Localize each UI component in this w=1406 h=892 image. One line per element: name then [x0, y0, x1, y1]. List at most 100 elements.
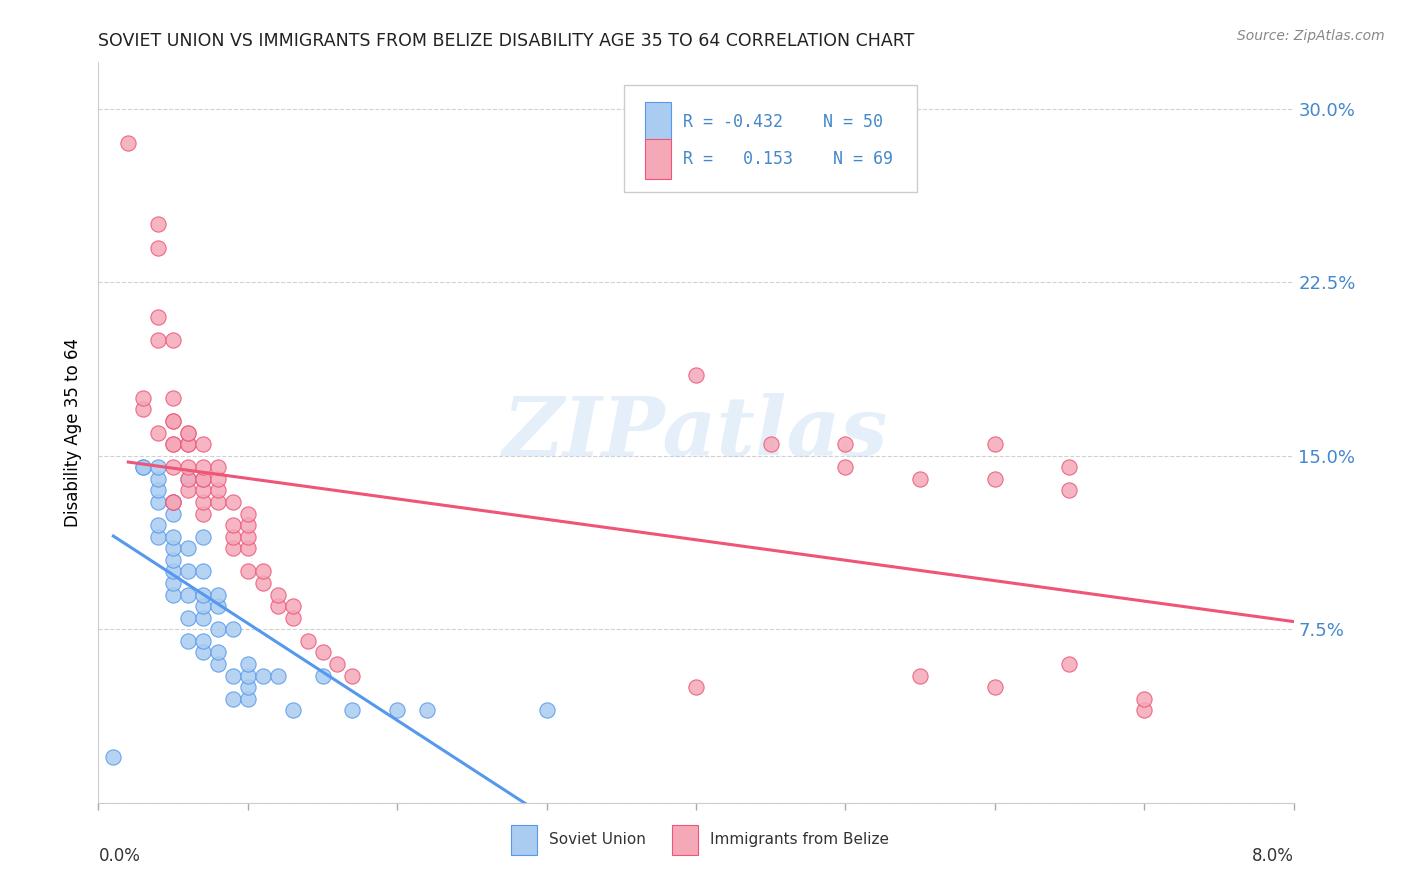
Point — [162, 530, 184, 544]
Point — [191, 437, 214, 451]
Point — [252, 576, 274, 591]
Point — [177, 483, 200, 498]
Point — [132, 460, 155, 475]
Point — [252, 565, 274, 579]
Point — [236, 530, 259, 544]
Point — [177, 425, 200, 440]
Point — [191, 460, 214, 475]
Point — [191, 530, 214, 544]
Point — [267, 588, 290, 602]
FancyBboxPatch shape — [624, 85, 917, 192]
Point — [148, 530, 170, 544]
Point — [236, 565, 259, 579]
FancyBboxPatch shape — [644, 102, 671, 143]
Point — [117, 136, 139, 151]
Text: Soviet Union: Soviet Union — [548, 832, 645, 847]
Point — [177, 437, 200, 451]
Point — [177, 588, 200, 602]
Point — [311, 668, 333, 682]
Point — [148, 310, 170, 324]
Point — [222, 495, 245, 509]
Point — [222, 541, 245, 556]
Point — [191, 472, 214, 486]
Point — [207, 645, 229, 659]
Point — [984, 437, 1007, 451]
Point — [236, 691, 259, 706]
Point — [207, 483, 229, 498]
Point — [222, 668, 245, 682]
Point — [177, 437, 200, 451]
Point — [162, 576, 184, 591]
Point — [207, 657, 229, 671]
Point — [1133, 691, 1156, 706]
Point — [236, 507, 259, 521]
Point — [281, 610, 304, 624]
Point — [536, 703, 558, 717]
Point — [162, 507, 184, 521]
Point — [297, 633, 319, 648]
Point — [148, 518, 170, 533]
Point — [191, 645, 214, 659]
Text: 0.0%: 0.0% — [98, 847, 141, 865]
Point — [685, 680, 707, 694]
Point — [148, 240, 170, 255]
Point — [177, 541, 200, 556]
Point — [162, 414, 184, 428]
Point — [1059, 483, 1081, 498]
Point — [148, 472, 170, 486]
Point — [162, 333, 184, 347]
FancyBboxPatch shape — [672, 825, 699, 855]
FancyBboxPatch shape — [510, 825, 537, 855]
Point — [162, 414, 184, 428]
Point — [191, 507, 214, 521]
Point — [191, 633, 214, 648]
Point — [132, 402, 155, 417]
Point — [311, 645, 333, 659]
Point — [162, 437, 184, 451]
Point — [1059, 657, 1081, 671]
Point — [984, 472, 1007, 486]
Point — [177, 425, 200, 440]
Point — [685, 368, 707, 382]
Text: Source: ZipAtlas.com: Source: ZipAtlas.com — [1237, 29, 1385, 43]
Point — [236, 657, 259, 671]
Point — [191, 495, 214, 509]
Point — [162, 541, 184, 556]
Point — [759, 437, 782, 451]
FancyBboxPatch shape — [644, 138, 671, 179]
Point — [177, 565, 200, 579]
Point — [236, 668, 259, 682]
Point — [148, 495, 170, 509]
Point — [281, 703, 304, 717]
Text: 8.0%: 8.0% — [1251, 847, 1294, 865]
Point — [207, 599, 229, 614]
Point — [222, 518, 245, 533]
Point — [342, 668, 364, 682]
Point — [222, 622, 245, 636]
Point — [222, 530, 245, 544]
Text: Immigrants from Belize: Immigrants from Belize — [710, 832, 890, 847]
Point — [834, 460, 856, 475]
Point — [148, 483, 170, 498]
Point — [148, 425, 170, 440]
Point — [177, 460, 200, 475]
Point — [132, 391, 155, 405]
Point — [416, 703, 439, 717]
Point — [162, 437, 184, 451]
Point — [252, 668, 274, 682]
Point — [177, 633, 200, 648]
Point — [908, 668, 931, 682]
Point — [191, 472, 214, 486]
Point — [984, 680, 1007, 694]
Point — [191, 565, 214, 579]
Point — [207, 622, 229, 636]
Point — [222, 691, 245, 706]
Point — [162, 495, 184, 509]
Point — [236, 518, 259, 533]
Point — [177, 472, 200, 486]
Point — [148, 460, 170, 475]
Y-axis label: Disability Age 35 to 64: Disability Age 35 to 64 — [65, 338, 83, 527]
Point — [162, 391, 184, 405]
Point — [1059, 460, 1081, 475]
Point — [132, 460, 155, 475]
